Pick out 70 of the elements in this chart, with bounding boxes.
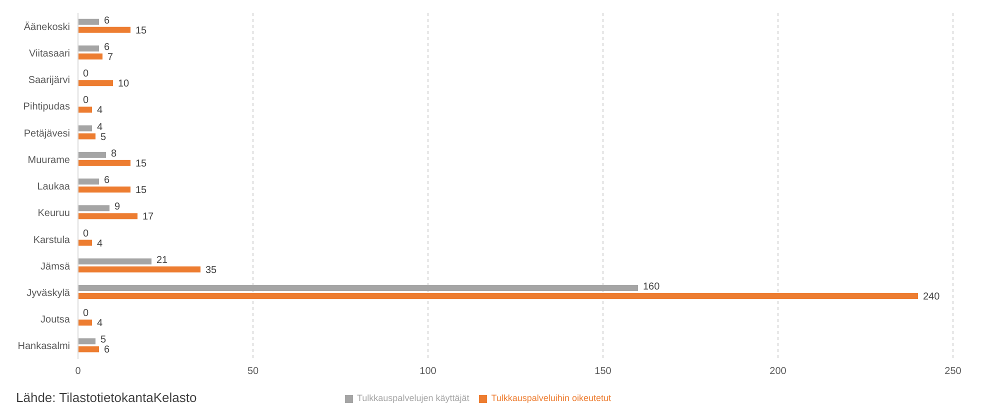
y-tick-label: Petäjävesi (24, 128, 70, 140)
data-label: 15 (136, 158, 148, 170)
data-label: 6 (104, 42, 110, 53)
bar (78, 45, 99, 52)
data-label: 8 (111, 148, 117, 160)
data-label: 7 (108, 52, 114, 63)
bar (78, 266, 200, 272)
data-label: 35 (206, 264, 218, 276)
bar (78, 213, 138, 220)
data-label: 6 (104, 344, 110, 356)
data-label: 4 (97, 122, 103, 133)
bar (78, 152, 106, 158)
data-label: 4 (97, 105, 103, 116)
bar (78, 53, 102, 60)
data-label: 10 (118, 78, 130, 90)
y-tick-label: Hankasalmi (18, 341, 70, 352)
data-label: 15 (136, 185, 148, 196)
bar (78, 178, 99, 185)
data-label: 15 (136, 25, 148, 36)
y-tick-label: Laukaa (37, 182, 70, 193)
data-label: 0 (83, 228, 89, 240)
bar (78, 320, 92, 326)
data-label: 0 (83, 308, 89, 320)
x-tick-label: 100 (420, 366, 437, 378)
y-tick-label: Saarijärvi (28, 75, 70, 86)
bar (78, 293, 918, 300)
bar (78, 346, 99, 352)
y-tick-label: Jyväskylä (26, 288, 70, 300)
bar (78, 106, 92, 113)
bar (78, 133, 96, 140)
x-tick-label: 0 (75, 366, 82, 378)
y-tick-label: Karstula (33, 234, 70, 246)
data-label: 0 (83, 95, 89, 106)
y-tick-label: Viitasaari (29, 48, 70, 60)
bar (78, 160, 130, 166)
y-tick-label: Äänekoski (24, 20, 70, 33)
legend-label: Tulkkauspalvelujen käyttäjät (357, 393, 470, 403)
x-tick-label: 250 (944, 366, 962, 378)
data-label: 6 (104, 175, 110, 186)
data-label: 0 (83, 68, 89, 80)
data-label: 6 (104, 15, 110, 26)
bar (78, 205, 110, 212)
data-label: 9 (114, 202, 120, 213)
data-label: 17 (142, 212, 154, 223)
bar (78, 125, 92, 132)
bar (78, 258, 152, 264)
y-tick-label: Keuruu (38, 208, 70, 220)
data-label: 5 (100, 132, 106, 143)
data-label: 21 (156, 254, 168, 266)
y-tick-label: Jämsä (40, 261, 70, 272)
y-tick-label: Muurame (28, 154, 70, 166)
legend-label: Tulkkauspalveluihin oikeutetut (491, 393, 611, 403)
bar (78, 186, 130, 193)
y-tick-label: Joutsa (40, 314, 70, 326)
data-label: 5 (100, 334, 106, 346)
data-label: 4 (97, 318, 103, 330)
y-tick-label: Pihtipudas (23, 102, 70, 113)
x-tick-label: 200 (770, 366, 787, 378)
bar (78, 240, 92, 246)
data-label: 240 (923, 292, 940, 303)
bar (78, 338, 96, 344)
x-tick-label: 50 (247, 366, 259, 378)
bar (78, 26, 130, 33)
x-tick-label: 150 (594, 366, 612, 378)
data-label: 4 (97, 238, 103, 250)
bar (78, 18, 99, 25)
bar (78, 80, 113, 86)
bar (78, 285, 638, 292)
text: Lähde: TilastotietokantaKelasto (16, 390, 197, 405)
data-label: 160 (643, 282, 660, 293)
